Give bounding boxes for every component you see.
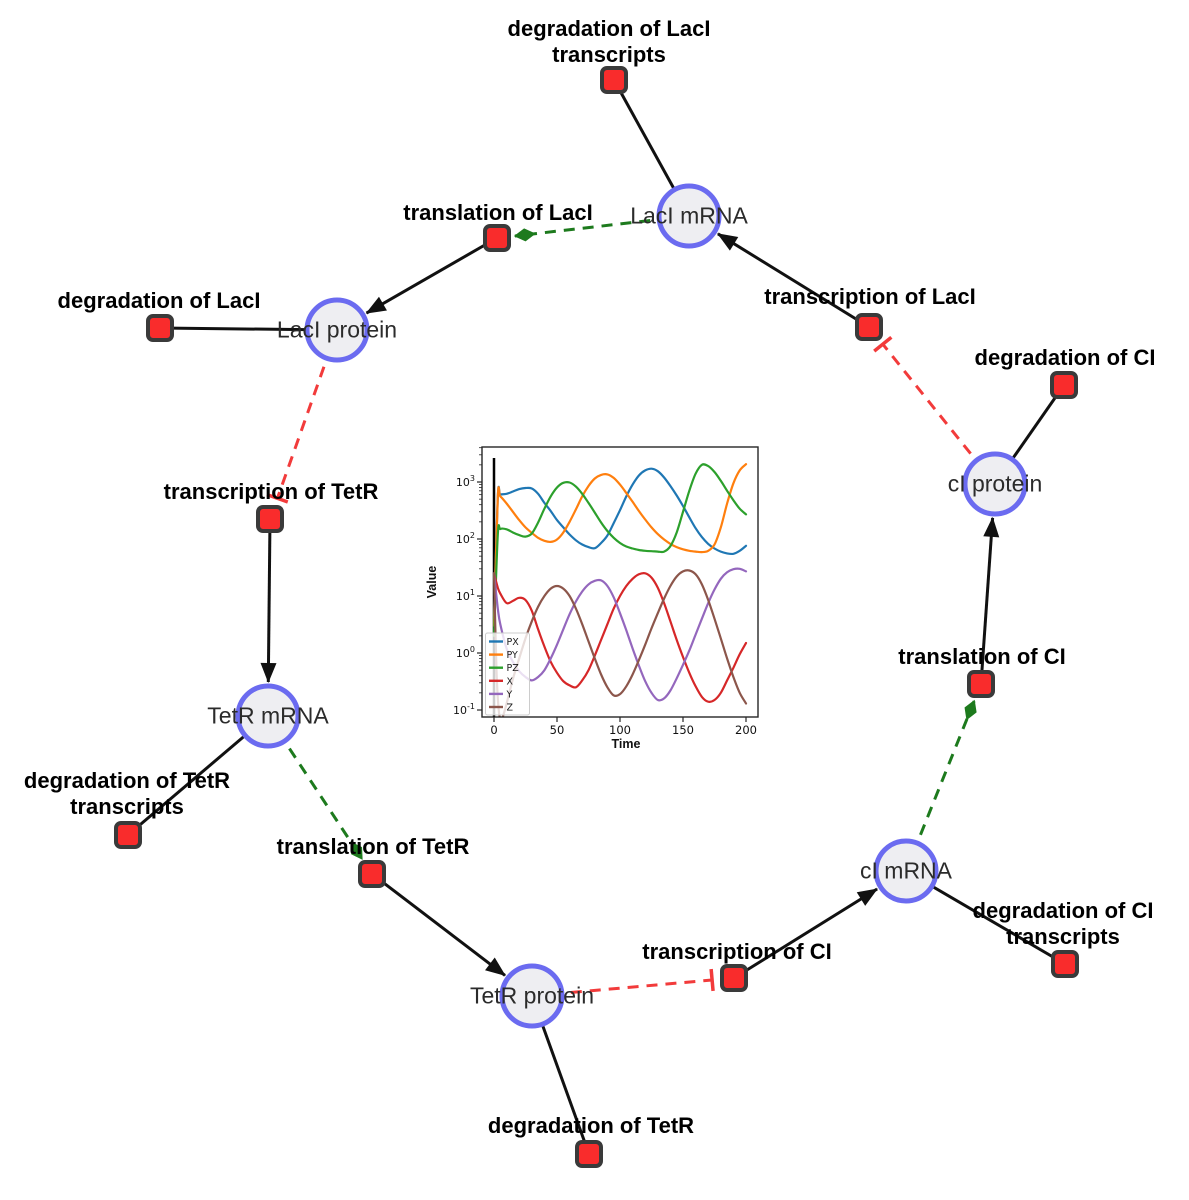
edge-inhibition-ci_prot-to-tx_laci bbox=[873, 335, 984, 470]
x-tick-label: 100 bbox=[609, 723, 631, 737]
y-tick-label: 100 bbox=[456, 645, 475, 660]
edge-production-transl_tetr-to-tetr_prot bbox=[371, 872, 506, 977]
reaction-label-tx_laci: transcription of LacI bbox=[764, 284, 976, 309]
reaction-label-deg_laci: degradation of LacI bbox=[57, 288, 261, 313]
chart-ylabel: Value bbox=[425, 566, 439, 599]
reaction-label-tx_ci: transcription of CI bbox=[642, 939, 832, 964]
edge-production-tx_tetr-to-tetr_mrna bbox=[260, 518, 277, 683]
edge-modifier-tetr_mrna-to-transl_tetr bbox=[277, 731, 364, 860]
reaction-node-tx_laci bbox=[855, 313, 883, 341]
edge-modifier-ci_mrna-to-transl_ci bbox=[912, 699, 977, 853]
x-tick-label: 200 bbox=[735, 723, 757, 737]
legend-entry-X: X bbox=[507, 676, 514, 687]
edge-production-tx_laci-to-laci_mrna bbox=[717, 232, 870, 329]
reaction-label-transl_tetr: translation of TetR bbox=[276, 834, 470, 859]
edge-production-transl_laci-to-laci_prot bbox=[365, 236, 498, 315]
chart-plot-area bbox=[492, 458, 748, 717]
species-node-laci_mrna bbox=[656, 183, 722, 249]
node-layer bbox=[114, 66, 1079, 1168]
reaction-node-transl_tetr bbox=[358, 860, 386, 888]
reaction-label-transl_ci: translation of CI bbox=[898, 644, 1066, 669]
edge-modifier-laci_mrna-to-transl_laci bbox=[513, 216, 670, 242]
edge-inhibition-laci_prot-to-tx_tetr bbox=[266, 348, 332, 504]
reaction-node-deg_laci_tx bbox=[600, 66, 628, 94]
chart-series-PZ bbox=[492, 463, 748, 637]
species-node-ci_prot bbox=[962, 451, 1028, 517]
species-node-tetr_mrna bbox=[235, 683, 301, 749]
reaction-node-transl_laci bbox=[483, 224, 511, 252]
species-label-tetr_mrna: TetR mRNA bbox=[207, 702, 329, 729]
reaction-node-tx_tetr bbox=[256, 505, 284, 533]
legend-entry-PX: PX bbox=[507, 637, 520, 648]
species-node-tetr_prot bbox=[499, 963, 565, 1029]
reaction-node-deg_tetr_tx bbox=[114, 821, 142, 849]
species-label-laci_prot: LacI protein bbox=[276, 316, 398, 343]
edge-production-transl_ci-to-ci_prot bbox=[979, 516, 1000, 685]
reaction-node-tx_ci bbox=[720, 964, 748, 992]
reaction-label-deg_ci: degradation of CI bbox=[974, 345, 1156, 370]
species-node-ci_mrna bbox=[873, 838, 939, 904]
chart-series-Y bbox=[492, 567, 748, 702]
reaction-node-deg_laci bbox=[146, 314, 174, 342]
legend-entry-Z: Z bbox=[507, 703, 514, 714]
reaction-label-tx_tetr: transcription of TetR bbox=[163, 479, 379, 504]
edge-inhibition-tetr_prot-to-tx_ci bbox=[551, 968, 715, 996]
x-tick-label: 150 bbox=[672, 723, 694, 737]
reaction-label-transl_laci: translation of LacI bbox=[403, 200, 593, 225]
reaction-label-deg_laci_tx: degradation of LacI transcripts bbox=[507, 16, 711, 67]
species-label-tetr_prot: TetR protein bbox=[469, 982, 595, 1009]
chart-series-PY bbox=[492, 463, 748, 627]
y-tick-label: 10-1 bbox=[453, 702, 475, 717]
x-tick-label: 50 bbox=[550, 723, 565, 737]
reaction-node-deg_ci bbox=[1050, 371, 1078, 399]
legend-entry-PY: PY bbox=[507, 650, 519, 661]
legend-entry-PZ: PZ bbox=[507, 663, 520, 674]
reaction-node-deg_ci_tx bbox=[1051, 950, 1079, 978]
reaction-label-deg_ci_tx: degradation of CI transcripts bbox=[972, 898, 1154, 949]
reaction-node-deg_tetr bbox=[575, 1140, 603, 1168]
reaction-label-deg_tetr: degradation of TetR bbox=[487, 1113, 695, 1138]
y-tick-label: 103 bbox=[456, 474, 475, 489]
legend-entry-Y: Y bbox=[506, 689, 513, 700]
y-tick-label: 101 bbox=[456, 588, 475, 603]
reaction-node-transl_ci bbox=[967, 670, 995, 698]
chart-xlabel: Time bbox=[612, 737, 641, 751]
edge-production-tx_ci-to-ci_mrna bbox=[733, 887, 878, 980]
chart-legend: PX PY PZ XYZ bbox=[485, 632, 530, 716]
species-label-laci_mrna: LacI mRNA bbox=[630, 202, 748, 229]
species-label-ci_prot: cI protein bbox=[947, 470, 1043, 497]
reaction-label-deg_tetr_tx: degradation of TetR transcripts bbox=[23, 768, 231, 819]
y-tick-label: 102 bbox=[456, 531, 475, 546]
timeseries-inset-chart: 0 50 100 150 20010-1100101102103TimeValuePXP… bbox=[425, 437, 770, 765]
x-tick-label: 0 bbox=[490, 723, 497, 737]
species-node-laci_prot bbox=[304, 297, 370, 363]
species-label-ci_mrna: cI mRNA bbox=[860, 857, 952, 884]
chart-series-PX bbox=[492, 467, 748, 620]
